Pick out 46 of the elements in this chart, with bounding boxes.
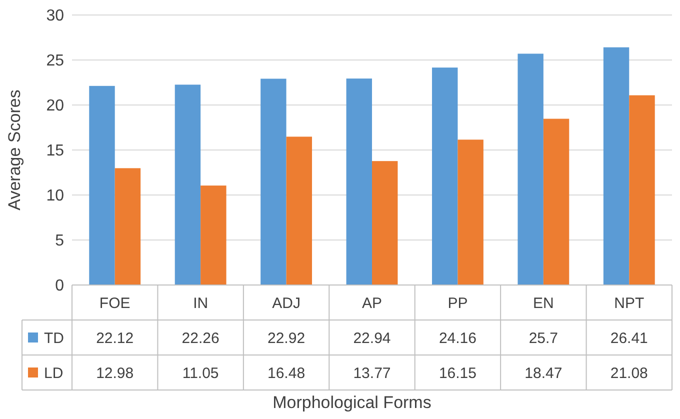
data-label: 11.05 — [182, 364, 219, 382]
x-tick-label: ADJ — [272, 294, 300, 312]
bar — [458, 140, 484, 285]
data-label: 22.26 — [182, 330, 220, 347]
x-tick-label: IN — [193, 294, 208, 312]
bar — [200, 186, 226, 285]
x-tick-label: FOE — [99, 294, 130, 312]
data-label: 25.7 — [528, 330, 558, 347]
y-tick-label: 0 — [55, 278, 64, 295]
bar — [629, 95, 655, 285]
bar — [603, 47, 630, 285]
bar — [432, 68, 458, 285]
bar — [89, 86, 115, 285]
x-tick-label: AP — [362, 294, 382, 312]
data-label: 24.16 — [438, 330, 476, 347]
data-label: 26.41 — [610, 330, 648, 347]
bar — [346, 78, 372, 285]
x-tick-label: PP — [448, 294, 468, 312]
x-axis-title: Morphological Forms — [272, 393, 432, 412]
y-axis-title: Average Scores — [5, 90, 24, 210]
bar — [286, 136, 312, 285]
data-label: 13.77 — [353, 364, 391, 382]
legend-label: LD — [44, 364, 64, 382]
y-tick-label: 15 — [46, 142, 64, 160]
data-label: 18.47 — [524, 364, 562, 382]
x-tick-label: NPT — [614, 294, 644, 312]
legend-label: TD — [44, 330, 64, 347]
bar — [543, 118, 570, 285]
data-label: 21.08 — [610, 364, 648, 382]
data-label: 16.15 — [438, 364, 476, 382]
data-label: 22.92 — [268, 330, 306, 347]
bar — [114, 168, 141, 285]
bar — [174, 84, 201, 285]
data-label: 16.48 — [268, 364, 306, 382]
bar — [260, 78, 286, 285]
bar — [372, 161, 398, 285]
data-label: 22.12 — [96, 330, 134, 347]
y-tick-label: 10 — [46, 188, 64, 205]
data-label: 12.98 — [96, 364, 134, 382]
x-tick-label: EN — [533, 294, 554, 312]
bar — [518, 54, 544, 285]
y-tick-label: 20 — [46, 98, 64, 115]
data-label: 22.94 — [353, 330, 391, 347]
y-tick-label: 30 — [46, 8, 64, 25]
y-tick-label: 25 — [46, 52, 64, 70]
y-tick-label: 5 — [55, 232, 64, 250]
